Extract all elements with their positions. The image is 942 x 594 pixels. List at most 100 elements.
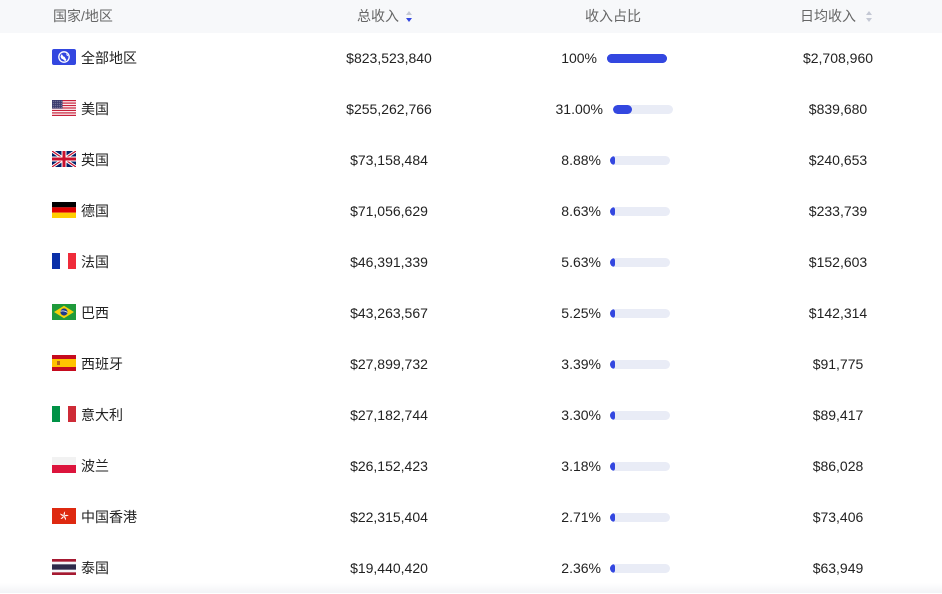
table-row[interactable]: 英国 $73,158,484 8.88% $240,653	[0, 135, 942, 186]
revenue-share-bar	[610, 564, 670, 573]
total-revenue: $823,523,840	[346, 50, 432, 66]
country-cell: 德国	[52, 186, 109, 237]
flag-uk-icon	[52, 151, 76, 168]
country-name: 法国	[81, 254, 109, 270]
revenue-share-bar	[610, 513, 670, 522]
revenue-share-bar-fill	[610, 207, 615, 216]
revenue-share-text: 8.63%	[561, 203, 601, 219]
daily-revenue: $73,406	[812, 509, 864, 525]
table-row[interactable]: 巴西 $43,263,567 5.25% $142,314	[0, 288, 942, 339]
revenue-share-bar-fill	[610, 462, 615, 471]
revenue-share-cell: 8.88%	[538, 135, 698, 186]
column-header-daily[interactable]: 日均收入	[800, 0, 873, 33]
table-row[interactable]: 中国香港 $22,315,404 2.71% $73,406	[0, 492, 942, 543]
revenue-share-cell: 8.63%	[538, 186, 698, 237]
revenue-share-bar-fill	[610, 360, 615, 369]
flag-br-icon	[52, 304, 76, 321]
revenue-share-text: 100%	[561, 50, 597, 66]
revenue-share-cell: 3.30%	[538, 390, 698, 441]
column-header-revenue[interactable]: 总收入	[357, 0, 413, 33]
total-revenue: $73,158,484	[350, 152, 428, 168]
country-name: 西班牙	[81, 356, 123, 372]
revenue-share-bar-fill	[610, 309, 615, 318]
revenue-share-bar	[610, 462, 670, 471]
revenue-share-text: 5.25%	[561, 305, 601, 321]
revenue-share-cell: 5.25%	[538, 288, 698, 339]
country-cell: 泰国	[52, 543, 109, 594]
daily-revenue: $839,680	[808, 101, 868, 117]
revenue-share-bar-fill	[610, 258, 615, 267]
total-revenue: $43,263,567	[350, 305, 428, 321]
revenue-share-cell: 5.63%	[538, 237, 698, 288]
revenue-share-cell: 2.36%	[538, 543, 698, 594]
column-header-daily-label: 日均收入	[800, 8, 856, 24]
sort-icon[interactable]	[865, 10, 873, 23]
revenue-share-cell: 3.39%	[538, 339, 698, 390]
globe-icon	[52, 49, 76, 66]
revenue-share-text: 2.71%	[561, 509, 601, 525]
daily-revenue: $142,314	[808, 305, 868, 321]
revenue-share-bar-fill	[613, 105, 632, 114]
sort-icon[interactable]	[405, 10, 413, 23]
revenue-share-text: 3.18%	[561, 458, 601, 474]
total-revenue: $22,315,404	[350, 509, 428, 525]
revenue-share-text: 3.30%	[561, 407, 601, 423]
revenue-share-bar	[610, 309, 670, 318]
flag-de-icon	[52, 202, 76, 219]
country-cell: 法国	[52, 237, 109, 288]
table-row[interactable]: 泰国 $19,440,420 2.36% $63,949	[0, 543, 942, 594]
total-revenue: $255,262,766	[346, 101, 432, 117]
table-header: 国家/地区 总收入 收入占比 日均收入	[0, 0, 942, 33]
country-name: 全部地区	[81, 50, 137, 66]
revenue-share-cell: 31.00%	[538, 84, 698, 135]
country-name: 中国香港	[81, 509, 137, 525]
column-header-share: 收入占比	[585, 8, 641, 24]
total-revenue: $71,056,629	[350, 203, 428, 219]
table-row[interactable]: 意大利 $27,182,744 3.30% $89,417	[0, 390, 942, 441]
revenue-share-bar	[610, 156, 670, 165]
total-revenue: $46,391,339	[350, 254, 428, 270]
revenue-share-bar	[610, 360, 670, 369]
flag-pl-icon	[52, 457, 76, 474]
table-row[interactable]: 西班牙 $27,899,732 3.39% $91,775	[0, 339, 942, 390]
country-cell: 巴西	[52, 288, 109, 339]
daily-revenue: $2,708,960	[802, 50, 874, 66]
column-header-revenue-label: 总收入	[357, 8, 399, 24]
column-header-country: 国家/地区	[53, 8, 113, 24]
revenue-share-bar-fill	[607, 54, 667, 63]
revenue-share-text: 2.36%	[561, 560, 601, 576]
total-revenue: $27,182,744	[350, 407, 428, 423]
revenue-share-bar	[610, 207, 670, 216]
flag-es-icon	[52, 355, 76, 372]
country-name: 泰国	[81, 560, 109, 576]
daily-revenue: $63,949	[812, 560, 864, 576]
country-name: 波兰	[81, 458, 109, 474]
revenue-share-bar	[610, 258, 670, 267]
total-revenue: $26,152,423	[350, 458, 428, 474]
table-row[interactable]: 美国 $255,262,766 31.00% $839,680	[0, 84, 942, 135]
table-row[interactable]: 波兰 $26,152,423 3.18% $86,028	[0, 441, 942, 492]
country-cell: 西班牙	[52, 339, 123, 390]
revenue-share-bar-fill	[610, 564, 615, 573]
daily-revenue: $240,653	[808, 152, 868, 168]
daily-revenue: $233,739	[808, 203, 868, 219]
country-name: 意大利	[81, 407, 123, 423]
daily-revenue: $91,775	[812, 356, 864, 372]
revenue-share-bar-fill	[610, 411, 615, 420]
revenue-share-cell: 100%	[538, 33, 698, 84]
revenue-share-bar	[610, 411, 670, 420]
country-cell: 中国香港	[52, 492, 137, 543]
flag-it-icon	[52, 406, 76, 423]
country-name: 巴西	[81, 305, 109, 321]
country-name: 美国	[81, 101, 109, 117]
table-row[interactable]: 德国 $71,056,629 8.63% $233,739	[0, 186, 942, 237]
country-name: 英国	[81, 152, 109, 168]
table-row[interactable]: 法国 $46,391,339 5.63% $152,603	[0, 237, 942, 288]
country-cell: 英国	[52, 135, 109, 186]
revenue-share-bar	[613, 105, 673, 114]
country-cell: 意大利	[52, 390, 123, 441]
revenue-share-cell: 2.71%	[538, 492, 698, 543]
table-row[interactable]: 全部地区 $823,523,840 100% $2,708,960	[0, 33, 942, 84]
revenue-share-bar-fill	[610, 513, 615, 522]
daily-revenue: $89,417	[812, 407, 864, 423]
